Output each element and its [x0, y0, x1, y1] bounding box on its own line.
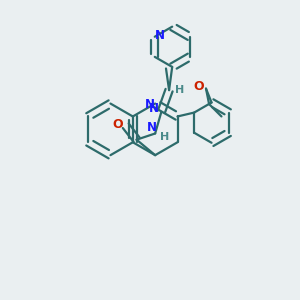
Text: N: N [145, 98, 154, 111]
Text: O: O [113, 118, 123, 131]
Text: N: N [147, 122, 157, 134]
Text: H: H [160, 132, 169, 142]
Text: N: N [155, 29, 165, 42]
Text: O: O [194, 80, 205, 93]
Text: N: N [148, 102, 159, 115]
Text: H: H [175, 85, 184, 95]
